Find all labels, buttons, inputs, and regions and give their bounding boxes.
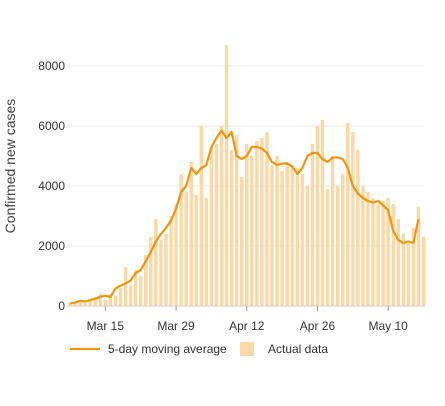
bar bbox=[351, 132, 355, 306]
bar bbox=[356, 150, 360, 306]
bar bbox=[194, 195, 198, 306]
bar bbox=[421, 237, 426, 306]
bar bbox=[103, 300, 108, 306]
bar bbox=[108, 294, 113, 306]
bar bbox=[164, 234, 168, 306]
bar bbox=[396, 219, 400, 306]
bar bbox=[199, 126, 203, 306]
bar bbox=[83, 303, 87, 306]
bar bbox=[295, 168, 299, 306]
bar bbox=[315, 126, 320, 306]
legend-bar-swatch bbox=[240, 342, 254, 356]
x-tick-label: Apr 12 bbox=[229, 319, 265, 333]
legend-bar-label: Actual data bbox=[268, 342, 328, 356]
bar bbox=[234, 135, 239, 306]
bar bbox=[118, 288, 123, 306]
bar bbox=[346, 123, 350, 306]
bar bbox=[280, 171, 284, 306]
bar bbox=[88, 298, 92, 306]
bar bbox=[169, 216, 173, 306]
bar bbox=[386, 198, 390, 306]
y-tick-label: 0 bbox=[58, 299, 65, 313]
bar bbox=[209, 147, 214, 306]
bar bbox=[406, 243, 411, 306]
bar bbox=[214, 144, 219, 306]
bar bbox=[270, 165, 274, 306]
bar bbox=[229, 150, 234, 306]
bar bbox=[159, 240, 163, 306]
bar bbox=[174, 204, 178, 306]
bar bbox=[265, 132, 269, 306]
bar bbox=[240, 177, 244, 306]
bar bbox=[391, 204, 395, 306]
bar bbox=[250, 156, 254, 306]
bar bbox=[128, 285, 133, 306]
bar bbox=[113, 295, 118, 306]
axes: 0 2000 4000 6000 8000 Mar 15 Mar 29 Apr 12 Apr 2… bbox=[38, 59, 425, 333]
x-tick-label: Mar 29 bbox=[157, 319, 195, 333]
bar bbox=[245, 144, 249, 306]
bar-series bbox=[68, 45, 426, 306]
y-tick-label: 8000 bbox=[38, 59, 65, 73]
bar bbox=[98, 294, 102, 306]
bar bbox=[204, 198, 209, 306]
x-tick-label: Mar 15 bbox=[87, 319, 125, 333]
bar bbox=[78, 300, 82, 306]
line-series bbox=[69, 129, 420, 305]
bar bbox=[416, 207, 421, 306]
bar bbox=[179, 174, 183, 306]
y-axis-title: Confirmed new cases bbox=[2, 99, 18, 234]
bar bbox=[401, 234, 405, 306]
bar bbox=[371, 198, 375, 306]
bar bbox=[330, 156, 335, 306]
bar bbox=[73, 301, 77, 306]
moving-average-line bbox=[69, 129, 420, 305]
bar bbox=[154, 219, 158, 306]
bar bbox=[411, 228, 416, 306]
bar bbox=[144, 255, 148, 306]
x-tick-label: May 10 bbox=[368, 319, 408, 333]
bar bbox=[260, 138, 264, 306]
bar bbox=[376, 204, 380, 306]
bar bbox=[93, 297, 97, 306]
bar bbox=[290, 168, 294, 306]
x-tick-label: Apr 26 bbox=[300, 319, 336, 333]
bar bbox=[310, 144, 315, 306]
bar bbox=[366, 192, 370, 306]
y-tick-label: 4000 bbox=[38, 179, 65, 193]
bar bbox=[305, 186, 310, 306]
bar bbox=[325, 189, 330, 306]
bar bbox=[285, 162, 289, 306]
legend: 5-day moving average Actual data bbox=[70, 342, 328, 356]
legend-line-label: 5-day moving average bbox=[108, 342, 227, 356]
bar bbox=[149, 237, 153, 306]
bar bbox=[219, 126, 224, 306]
bar bbox=[139, 276, 143, 306]
bar bbox=[335, 186, 340, 306]
bar bbox=[123, 267, 128, 306]
bar bbox=[381, 201, 385, 306]
bar bbox=[224, 45, 229, 306]
bar bbox=[320, 120, 325, 306]
bar bbox=[341, 174, 345, 306]
y-tick-label: 6000 bbox=[38, 119, 65, 133]
bar bbox=[361, 186, 365, 306]
bar bbox=[255, 141, 259, 306]
bar bbox=[189, 162, 193, 306]
bar bbox=[300, 174, 304, 306]
bar bbox=[184, 192, 188, 306]
y-tick-label: 2000 bbox=[38, 239, 65, 253]
bar bbox=[68, 303, 72, 306]
bar bbox=[275, 156, 279, 306]
bar bbox=[133, 270, 138, 306]
